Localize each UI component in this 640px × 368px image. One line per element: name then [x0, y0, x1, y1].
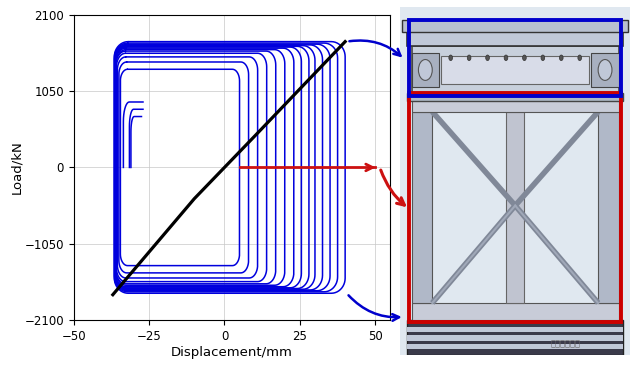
Circle shape: [559, 55, 563, 61]
Bar: [412, 303, 619, 320]
Bar: [412, 94, 619, 112]
Circle shape: [467, 55, 471, 61]
Bar: [407, 344, 623, 349]
Bar: [407, 335, 623, 340]
Circle shape: [419, 60, 432, 80]
Circle shape: [523, 55, 526, 61]
Bar: [407, 327, 623, 332]
Bar: [403, 20, 628, 32]
Y-axis label: Load/kN: Load/kN: [10, 141, 23, 194]
Bar: [442, 56, 589, 84]
Text: 陆新征课题组: 陆新征课题组: [551, 339, 581, 348]
Bar: [506, 112, 524, 303]
Bar: [591, 53, 619, 87]
Bar: [407, 28, 623, 46]
Bar: [409, 20, 621, 96]
X-axis label: Displacement/mm: Displacement/mm: [171, 346, 293, 359]
Bar: [412, 46, 619, 94]
Circle shape: [598, 60, 612, 80]
Bar: [412, 53, 439, 87]
Circle shape: [504, 55, 508, 61]
Circle shape: [578, 55, 582, 61]
Circle shape: [486, 55, 490, 61]
Bar: [407, 320, 623, 355]
Circle shape: [541, 55, 545, 61]
Bar: [407, 93, 623, 101]
Bar: [598, 112, 619, 303]
Circle shape: [449, 55, 452, 61]
Bar: [412, 112, 432, 303]
Bar: [409, 93, 621, 322]
